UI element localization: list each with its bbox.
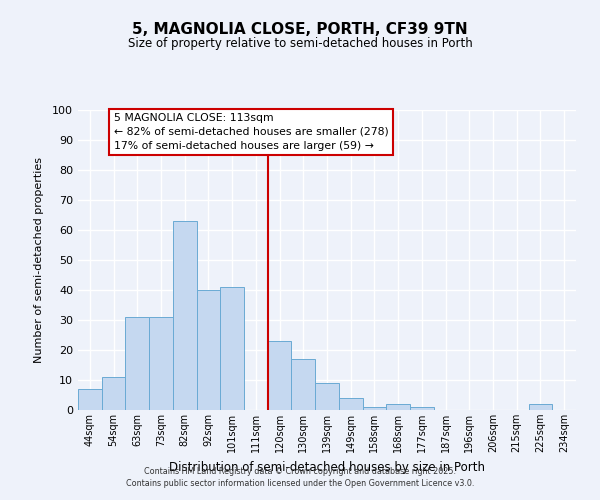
Text: Contains HM Land Registry data © Crown copyright and database right 2025.
Contai: Contains HM Land Registry data © Crown c…: [126, 466, 474, 487]
Text: Size of property relative to semi-detached houses in Porth: Size of property relative to semi-detach…: [128, 38, 472, 51]
Bar: [220, 287, 244, 410]
X-axis label: Distribution of semi-detached houses by size in Porth: Distribution of semi-detached houses by …: [169, 460, 485, 473]
Bar: [102, 377, 125, 410]
Bar: [197, 290, 220, 410]
Bar: [125, 317, 149, 410]
Bar: [149, 317, 173, 410]
Text: 5, MAGNOLIA CLOSE, PORTH, CF39 9TN: 5, MAGNOLIA CLOSE, PORTH, CF39 9TN: [132, 22, 468, 38]
Bar: [362, 407, 386, 410]
Bar: [268, 341, 292, 410]
Bar: [386, 404, 410, 410]
Bar: [339, 398, 362, 410]
Bar: [315, 383, 339, 410]
Bar: [410, 407, 434, 410]
Text: 5 MAGNOLIA CLOSE: 113sqm
← 82% of semi-detached houses are smaller (278)
17% of : 5 MAGNOLIA CLOSE: 113sqm ← 82% of semi-d…: [113, 113, 388, 151]
Bar: [529, 404, 552, 410]
Bar: [292, 359, 315, 410]
Bar: [78, 389, 102, 410]
Bar: [173, 221, 197, 410]
Y-axis label: Number of semi-detached properties: Number of semi-detached properties: [34, 157, 44, 363]
